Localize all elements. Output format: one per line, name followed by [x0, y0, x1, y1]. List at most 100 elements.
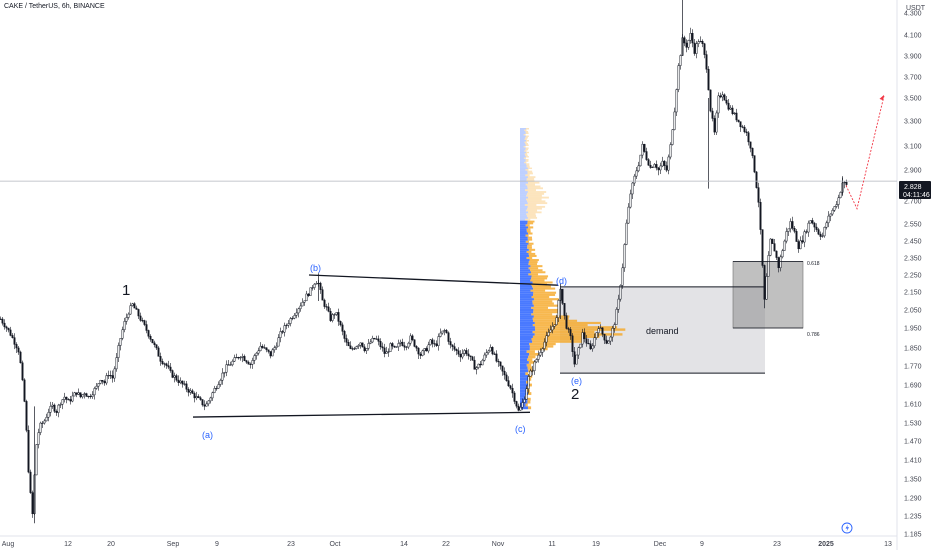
candle-body — [649, 164, 652, 168]
time-tick-label: Sep — [167, 541, 180, 548]
candle-body — [741, 126, 744, 128]
volume-profile-bar — [520, 128, 526, 130]
candle-body — [619, 285, 622, 300]
volume-profile-bar — [520, 238, 528, 241]
candle-body — [199, 397, 202, 400]
lightning-icon[interactable] — [841, 522, 853, 534]
candle-body — [725, 99, 728, 104]
candle-body — [745, 131, 748, 133]
volume-profile-bar — [520, 246, 528, 249]
volume-profile-bar — [531, 275, 549, 278]
candle-body — [395, 346, 398, 348]
candle-body — [601, 327, 604, 335]
candle-body — [303, 300, 306, 303]
time-tick-label: 2025 — [818, 541, 834, 548]
volume-profile-bar — [520, 319, 533, 322]
candle-body — [179, 380, 182, 383]
candle-body — [391, 343, 394, 347]
volume-profile-bar — [520, 254, 529, 257]
volume-profile-bar — [527, 244, 532, 247]
volume-profile-bar — [520, 311, 534, 314]
candle-body — [723, 94, 726, 101]
candle-body — [177, 379, 180, 383]
candle-body — [543, 341, 546, 349]
candle-body — [767, 255, 770, 277]
candle-body — [229, 364, 232, 366]
candle-body — [635, 170, 638, 177]
candle-body — [753, 155, 756, 173]
candle-body — [149, 335, 152, 340]
candle-body — [505, 374, 508, 381]
candle-body — [567, 328, 570, 330]
candle-body — [769, 238, 772, 256]
volume-profile-bar — [520, 338, 532, 341]
candle-body — [663, 160, 666, 166]
time-axis[interactable]: Aug 12 20 Sep 9 23 Oct 14 22 Nov 11 19 Dec 9 23 2025 13 — [2, 541, 892, 548]
projection-arrow[interactable] — [845, 95, 885, 211]
volume-profile-bar — [520, 167, 528, 170]
candle-body — [713, 118, 716, 133]
candle-body — [489, 347, 492, 352]
volume-profile-bar — [520, 300, 533, 303]
volume-profile-bar — [524, 153, 528, 155]
candle-body — [525, 388, 528, 400]
candle-body — [251, 360, 254, 365]
volume-profile-bar — [520, 224, 526, 227]
candle-body — [353, 348, 356, 350]
candle-body — [591, 345, 594, 350]
price-tick-label: 2.150 — [904, 290, 922, 297]
volume-profile-bar — [527, 167, 533, 170]
abcde-label-c: (c) — [515, 424, 526, 434]
candle-body — [309, 287, 312, 296]
volume-profile-bar — [535, 328, 626, 331]
candle-body — [383, 347, 386, 354]
candle-body — [675, 89, 678, 113]
candle-body — [697, 41, 700, 44]
candle-body — [95, 385, 98, 389]
time-tick-label: 23 — [773, 541, 781, 548]
candle-body — [297, 308, 300, 314]
candle-body — [183, 383, 186, 385]
candle-body — [755, 171, 758, 188]
volume-profile-bar — [520, 200, 528, 203]
candle-body — [583, 332, 586, 340]
candle-body — [771, 238, 774, 244]
lower-trendline[interactable] — [192, 411, 531, 418]
candle-body — [727, 102, 730, 110]
volume-profile-bar — [520, 377, 528, 381]
candle-body — [385, 351, 388, 354]
candle-body — [535, 359, 538, 363]
candle-body — [447, 332, 450, 342]
price-tick-label: 1.530 — [904, 421, 922, 428]
volume-profile-bar — [527, 392, 532, 395]
upper-trendline[interactable] — [308, 274, 559, 286]
volume-profile-bar — [520, 157, 524, 159]
volume-profile-bar — [524, 150, 527, 152]
candle-body — [673, 111, 676, 130]
candle-body — [497, 360, 500, 363]
volume-profile-bar — [528, 263, 538, 266]
candle-body — [119, 338, 122, 346]
candle-body — [333, 314, 336, 316]
candle-body — [73, 392, 76, 397]
candle-body — [99, 380, 102, 384]
candle-body — [161, 361, 164, 364]
candle-body — [539, 352, 542, 356]
volume-profile-bar — [520, 191, 528, 193]
candle-body — [185, 383, 188, 390]
volume-profile-bar — [520, 189, 526, 192]
candle-body — [153, 342, 156, 345]
volume-profile-bar — [534, 321, 601, 325]
candle-body — [641, 143, 644, 156]
candle-body — [735, 112, 738, 121]
candle-body — [523, 399, 526, 403]
volume-profile-bar — [520, 226, 529, 229]
candle-body — [157, 347, 160, 357]
candle-body — [331, 314, 334, 321]
price-tick-label: 4.300 — [904, 11, 922, 18]
volume-profile-bar — [520, 144, 526, 146]
price-axis[interactable]: 4.300 4.100 3.900 3.700 3.500 3.300 3.100 2.900… — [904, 11, 922, 539]
volume-profile-bar — [528, 273, 539, 276]
